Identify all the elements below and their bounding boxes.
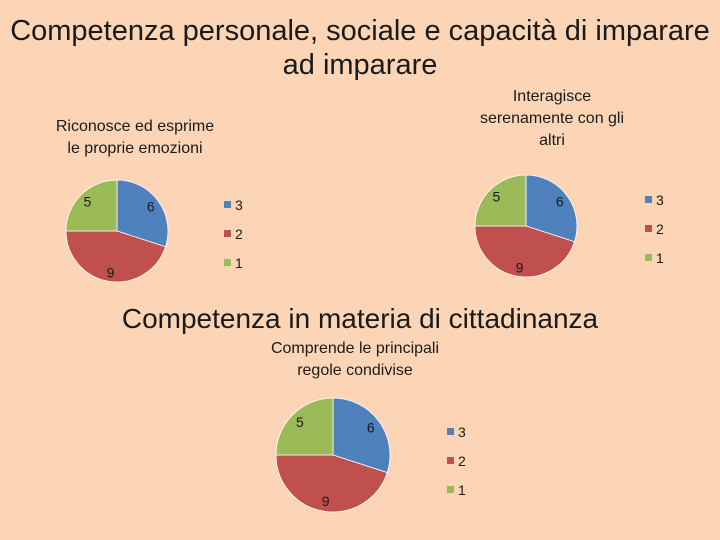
chart-1-title-line: Riconosce ed esprime bbox=[55, 118, 215, 135]
slice-value-label: 5 bbox=[493, 188, 501, 204]
section-title: Competenza in materia di cittadinanza bbox=[121, 303, 599, 334]
legend-swatch bbox=[224, 230, 231, 237]
chart-1-title: Riconosce ed esprime le proprie emozioni bbox=[20, 116, 250, 160]
legend-label: 3 bbox=[235, 197, 243, 213]
legend-label: 3 bbox=[458, 424, 466, 440]
slice-value-label: 9 bbox=[322, 493, 330, 509]
legend-swatch bbox=[645, 254, 652, 261]
chart-1-title-line: le proprie emozioni bbox=[67, 140, 203, 157]
slide-title-line-1: Competenza personale, sociale e capacità… bbox=[10, 15, 710, 47]
legend-label: 1 bbox=[656, 250, 664, 266]
chart-3-title-line: regole condivise bbox=[297, 362, 413, 379]
pie-chart-1: 6 9 5 3 2 1 bbox=[65, 179, 243, 283]
legend-swatch bbox=[447, 428, 454, 435]
pie-slice-1 bbox=[65, 179, 118, 232]
legend-label: 1 bbox=[235, 255, 243, 271]
legend-label: 1 bbox=[458, 482, 466, 498]
legend-swatch bbox=[645, 225, 652, 232]
slice-value-label: 9 bbox=[516, 259, 524, 275]
pie-slice-2 bbox=[275, 454, 388, 513]
slice-value-label: 6 bbox=[556, 193, 564, 209]
chart-2-title-line: altri bbox=[539, 132, 565, 149]
legend-swatch bbox=[224, 259, 231, 266]
chart-3-title: Comprende le principali regole condivise bbox=[235, 338, 475, 382]
slice-value-label: 5 bbox=[84, 193, 92, 209]
legend-swatch bbox=[645, 196, 652, 203]
legend-label: 2 bbox=[235, 226, 243, 242]
slice-value-label: 6 bbox=[367, 420, 375, 436]
slice-value-label: 9 bbox=[107, 264, 115, 280]
chart-2-title-line: serenamente con gli bbox=[479, 110, 625, 127]
legend-label: 3 bbox=[656, 192, 664, 208]
legend-label: 2 bbox=[458, 453, 466, 469]
slide-title-line-2: ad imparare bbox=[282, 49, 438, 81]
pie-slice-2 bbox=[474, 225, 576, 278]
chart-2-title: Interagisce serenamente con gli altri bbox=[437, 86, 667, 152]
legend-label: 2 bbox=[656, 221, 664, 237]
slide-title: Competenza personale, sociale e capacità… bbox=[0, 14, 720, 82]
pie-slice-3 bbox=[332, 397, 391, 474]
pie-slice-3 bbox=[525, 174, 578, 243]
pie-slice-3 bbox=[116, 179, 169, 248]
slice-value-label: 5 bbox=[296, 414, 304, 430]
pie-chart-3: 6 9 5 3 2 1 bbox=[275, 397, 466, 513]
legend-swatch bbox=[447, 457, 454, 464]
pie-slice-2 bbox=[65, 230, 167, 283]
chart-3-title-line: Comprende le principali bbox=[270, 340, 440, 357]
pie-slice-1 bbox=[275, 397, 334, 456]
slice-value-label: 6 bbox=[147, 198, 155, 214]
legend-swatch bbox=[224, 201, 231, 208]
pie-chart-2: 6 9 5 3 2 1 bbox=[474, 174, 664, 278]
pie-slice-1 bbox=[474, 174, 527, 227]
chart-2-title-line: Interagisce bbox=[512, 88, 592, 105]
legend-swatch bbox=[447, 486, 454, 493]
